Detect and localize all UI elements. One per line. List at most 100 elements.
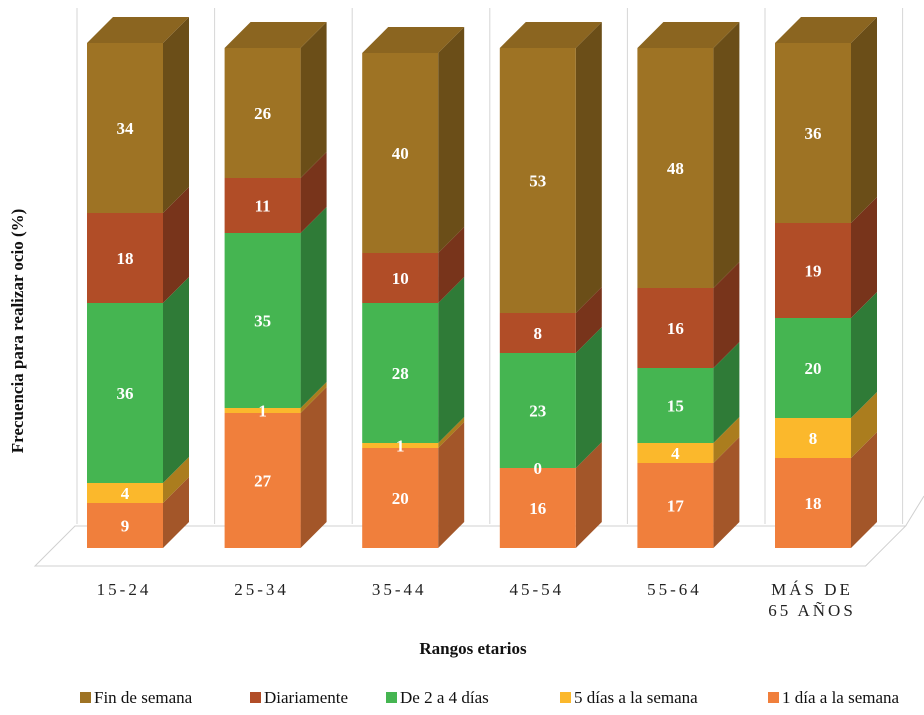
bar-side-1-dia-a-la-semana-2 xyxy=(438,422,465,548)
bar-side-1-dia-a-la-semana-4 xyxy=(713,437,740,548)
data-label-5-dias-a-la-semana-0: 4 xyxy=(121,484,130,503)
chart-floor xyxy=(33,495,924,567)
bar-side-5-dias-a-la-semana-4 xyxy=(713,417,740,463)
bar-segment-de-2-a-4-dias-2 xyxy=(362,303,439,443)
data-label-fin-de-semana-5: 36 xyxy=(805,124,822,143)
data-labels: 9 4 36 18 34 27 1 35 11 26 20 1 28 10 40 16 0 23 8 53 17 4 15 1… xyxy=(117,104,822,536)
x-tick-label-5: MÁS DE xyxy=(771,580,853,599)
bar-side-de-2-a-4-dias-0 xyxy=(163,277,189,483)
bar-side-fin-de-semana-2 xyxy=(438,27,465,253)
x-tick-label-5: 65 AÑOS xyxy=(768,601,856,620)
bar-segment-1-dia-a-la-semana-2 xyxy=(362,448,439,548)
data-label-fin-de-semana-2: 40 xyxy=(392,144,409,163)
bar-side-1-dia-a-la-semana-3 xyxy=(575,442,602,548)
data-label-1-dia-a-la-semana-1: 27 xyxy=(254,472,272,491)
bar-segment-de-2-a-4-dias-4 xyxy=(637,368,714,443)
bar-segment-fin-de-semana-5 xyxy=(775,43,851,223)
bar-top-5 xyxy=(775,17,877,43)
legend-swatch-5-dias-a-la-semana xyxy=(560,692,571,703)
bar-top-2 xyxy=(362,27,465,53)
legend-swatch-de-2-a-4-dias xyxy=(386,692,397,703)
bar-side-diariamente-4 xyxy=(713,262,740,368)
bar-segment-de-2-a-4-dias-0 xyxy=(87,303,163,483)
bar-side-5-dias-a-la-semana-0 xyxy=(163,457,189,503)
legend-label-fin-de-semana: Fin de semana xyxy=(94,688,193,707)
bar-segment-de-2-a-4-dias-1 xyxy=(224,233,301,408)
bar-side-fin-de-semana-5 xyxy=(851,17,877,223)
bar-side-fin-de-semana-4 xyxy=(713,22,740,288)
data-label-fin-de-semana-1: 26 xyxy=(254,104,271,123)
legend-swatch-1-dia-a-la-semana xyxy=(768,692,779,703)
bar-side-de-2-a-4-dias-2 xyxy=(438,277,465,443)
data-label-diariamente-2: 10 xyxy=(392,269,409,288)
bar-segment-fin-de-semana-2 xyxy=(362,53,439,253)
floor-edge xyxy=(905,495,924,527)
bar-segment-fin-de-semana-3 xyxy=(499,48,576,313)
bar-side-diariamente-5 xyxy=(851,197,877,318)
x-tick-label-1: 25-34 xyxy=(234,580,289,599)
bar-segment-fin-de-semana-0 xyxy=(87,43,163,213)
bar-side-de-2-a-4-dias-5 xyxy=(851,292,877,418)
bar-side-5-dias-a-la-semana-1 xyxy=(300,382,327,413)
data-label-5-dias-a-la-semana-4: 4 xyxy=(671,444,680,463)
bar-segment-1-dia-a-la-semana-5 xyxy=(775,458,851,548)
bar-side-5-dias-a-la-semana-5 xyxy=(851,392,877,458)
data-label-1-dia-a-la-semana-0: 9 xyxy=(121,517,130,536)
bar-side-diariamente-3 xyxy=(575,287,602,353)
bar-top-4 xyxy=(637,22,740,48)
data-label-fin-de-semana-0: 34 xyxy=(117,119,135,138)
x-tick-label-3: 45-54 xyxy=(509,580,564,599)
x-axis-title: Rangos etarios xyxy=(419,639,527,658)
data-label-diariamente-0: 18 xyxy=(117,249,134,268)
bar-side-fin-de-semana-0 xyxy=(163,17,189,213)
bar-segment-diariamente-1 xyxy=(224,178,301,233)
bar-segment-de-2-a-4-dias-5 xyxy=(775,318,851,418)
gridlines xyxy=(76,8,904,524)
bar-side-1-dia-a-la-semana-0 xyxy=(163,477,189,548)
bar-segment-1-dia-a-la-semana-4 xyxy=(637,463,714,548)
bar-top-1 xyxy=(224,22,327,48)
data-label-1-dia-a-la-semana-2: 20 xyxy=(392,489,409,508)
bar-side-diariamente-1 xyxy=(300,152,327,233)
data-label-5-dias-a-la-semana-2: 1 xyxy=(396,437,405,456)
bar-segment-1-dia-a-la-semana-1 xyxy=(224,413,301,548)
x-tick-label-4: 55-64 xyxy=(647,580,702,599)
bar-side-de-2-a-4-dias-4 xyxy=(713,342,740,443)
bar-segment-1-dia-a-la-semana-0 xyxy=(87,503,163,548)
data-label-de-2-a-4-dias-0: 36 xyxy=(117,384,134,403)
x-tick-label-0: 15-24 xyxy=(97,580,152,599)
bar-side-fin-de-semana-1 xyxy=(300,22,327,178)
data-label-1-dia-a-la-semana-4: 17 xyxy=(667,497,685,516)
data-label-fin-de-semana-4: 48 xyxy=(667,159,684,178)
bar-top-3 xyxy=(499,22,602,48)
bar-segment-diariamente-3 xyxy=(499,313,576,353)
x-tick-label-2: 35-44 xyxy=(372,580,427,599)
x-axis-ticks: 15-24 25-34 35-44 45-54 55-64 MÁS DE 65 AÑOS xyxy=(97,580,856,620)
bar-segment-diariamente-4 xyxy=(637,288,714,368)
data-label-de-2-a-4-dias-5: 20 xyxy=(805,359,822,378)
bar-side-de-2-a-4-dias-1 xyxy=(300,207,327,408)
bar-top-0 xyxy=(87,17,189,43)
data-label-5-dias-a-la-semana-3: 0 xyxy=(534,459,543,478)
bar-side-diariamente-2 xyxy=(438,227,465,303)
data-label-1-dia-a-la-semana-3: 16 xyxy=(529,499,546,518)
bar-segment-5-dias-a-la-semana-2 xyxy=(362,443,439,448)
bar-segment-5-dias-a-la-semana-0 xyxy=(87,483,163,503)
bar-segment-5-dias-a-la-semana-1 xyxy=(224,408,301,413)
bar-side-5-dias-a-la-semana-2 xyxy=(438,417,465,448)
legend-label-diariamente: Diariamente xyxy=(264,688,348,707)
legend-swatch-diariamente xyxy=(250,692,261,703)
data-label-diariamente-4: 16 xyxy=(667,319,684,338)
data-label-de-2-a-4-dias-2: 28 xyxy=(392,364,409,383)
data-label-1-dia-a-la-semana-5: 18 xyxy=(805,494,822,513)
bar-segment-diariamente-0 xyxy=(87,213,163,303)
bar-side-de-2-a-4-dias-3 xyxy=(575,327,602,468)
legend-label-1-dia-a-la-semana: 1 día a la semana xyxy=(782,688,900,707)
bar-side-diariamente-0 xyxy=(163,187,189,303)
data-label-5-dias-a-la-semana-5: 8 xyxy=(809,429,818,448)
bar-segment-diariamente-5 xyxy=(775,223,851,318)
data-label-de-2-a-4-dias-3: 23 xyxy=(529,402,546,421)
data-label-diariamente-1: 11 xyxy=(255,197,271,216)
bar-segment-5-dias-a-la-semana-4 xyxy=(637,443,714,463)
bar-segment-1-dia-a-la-semana-3 xyxy=(499,468,576,548)
